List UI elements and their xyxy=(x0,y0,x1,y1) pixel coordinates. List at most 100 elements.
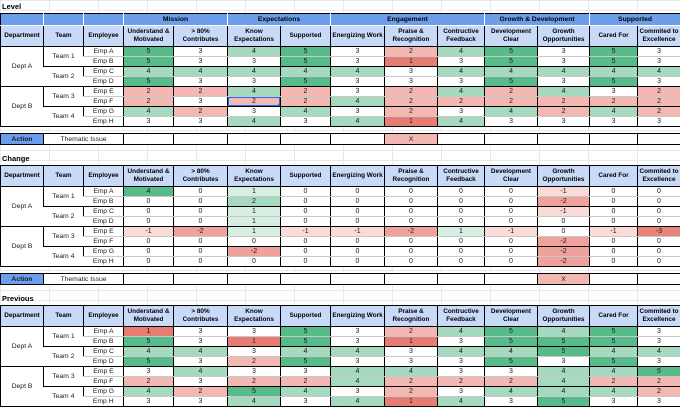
team-cell[interactable]: Team 1 xyxy=(43,46,84,67)
value-cell[interactable]: -2 xyxy=(537,196,590,207)
value-cell[interactable]: 3 xyxy=(637,336,680,347)
value-cell[interactable]: 5 xyxy=(537,346,590,357)
value-cell[interactable]: 1 xyxy=(227,186,281,197)
employee-cell[interactable]: Emp H xyxy=(83,116,124,127)
action-empty-cell[interactable] xyxy=(280,133,331,145)
value-cell[interactable]: 5 xyxy=(589,336,638,347)
value-cell[interactable]: 2 xyxy=(173,86,228,97)
dept-cell[interactable]: Dept A xyxy=(0,46,44,87)
team-cell[interactable]: Team 3 xyxy=(43,366,84,387)
employee-cell[interactable]: Emp A xyxy=(83,186,124,197)
value-cell[interactable]: 0 xyxy=(173,246,228,257)
value-cell[interactable]: 4 xyxy=(330,96,385,107)
value-cell[interactable]: 3 xyxy=(637,356,680,367)
value-cell[interactable]: 1 xyxy=(227,206,281,217)
col-header-supported[interactable]: Supported xyxy=(280,165,331,187)
value-cell[interactable]: 2 xyxy=(637,376,680,387)
value-cell[interactable]: 0 xyxy=(330,216,385,227)
value-cell[interactable]: 0 xyxy=(437,216,485,227)
value-cell[interactable]: 0 xyxy=(484,256,538,267)
value-cell[interactable]: -1 xyxy=(537,206,590,217)
employee-cell[interactable]: Emp B xyxy=(83,56,124,67)
value-cell[interactable]: -2 xyxy=(384,226,438,237)
value-cell[interactable]: 4 xyxy=(123,186,174,197)
value-cell[interactable]: 4 xyxy=(123,66,174,77)
team-cell[interactable]: Team 1 xyxy=(43,186,84,207)
col-header-know-expectations[interactable]: Know Expectations xyxy=(227,25,281,47)
value-cell[interactable]: 3 xyxy=(637,76,680,87)
level-label-cell[interactable]: Level xyxy=(2,2,22,11)
value-cell[interactable]: 4 xyxy=(637,346,680,357)
value-cell[interactable]: 0 xyxy=(637,196,680,207)
col-header-employee[interactable]: Employee xyxy=(83,165,124,187)
value-cell[interactable]: 4 xyxy=(173,66,228,77)
value-cell[interactable]: 4 xyxy=(437,346,485,357)
value-cell[interactable]: 2 xyxy=(384,86,438,97)
value-cell[interactable]: 4 xyxy=(589,106,638,117)
dept-cell[interactable]: Dept B xyxy=(0,366,44,407)
employee-cell[interactable]: Emp F xyxy=(83,376,124,387)
action-empty-cell[interactable] xyxy=(537,133,590,145)
value-cell[interactable]: 1 xyxy=(123,326,174,337)
action-empty-cell[interactable] xyxy=(437,133,485,145)
value-cell[interactable]: 0 xyxy=(589,186,638,197)
value-cell[interactable]: 3 xyxy=(173,396,228,407)
value-cell[interactable]: 4 xyxy=(227,396,281,407)
value-cell[interactable]: 5 xyxy=(280,46,331,57)
action-empty-cell[interactable] xyxy=(589,273,638,285)
value-cell[interactable]: 0 xyxy=(123,216,174,227)
value-cell[interactable]: 3 xyxy=(173,76,228,87)
value-cell[interactable]: 3 xyxy=(330,386,385,397)
value-cell[interactable]: 2 xyxy=(123,96,174,107)
change-label-cell[interactable]: Change xyxy=(2,154,30,163)
value-cell[interactable]: 2 xyxy=(637,106,680,117)
value-cell[interactable]: 0 xyxy=(589,196,638,207)
value-cell[interactable]: -2 xyxy=(173,226,228,237)
col-header-understand-motivated[interactable]: Understand & Motivated xyxy=(123,165,174,187)
value-cell[interactable]: 4 xyxy=(384,366,438,377)
group-header-mission[interactable]: Mission xyxy=(123,13,228,26)
value-cell[interactable]: 0 xyxy=(173,256,228,267)
value-cell[interactable]: 3 xyxy=(384,76,438,87)
action-empty-cell[interactable] xyxy=(330,273,385,285)
value-cell[interactable]: 0 xyxy=(330,236,385,247)
value-cell[interactable]: 2 xyxy=(637,86,680,97)
value-cell[interactable]: 0 xyxy=(280,186,331,197)
col-header-energizing-work[interactable]: Energizing Work xyxy=(330,305,385,327)
value-cell[interactable]: 0 xyxy=(437,196,485,207)
employee-cell[interactable]: Emp A xyxy=(83,46,124,57)
employee-cell[interactable]: Emp D xyxy=(83,356,124,367)
value-cell[interactable]: 2 xyxy=(227,356,281,367)
group-header-growth-development[interactable]: Growth & Development xyxy=(484,13,590,26)
value-cell[interactable]: 4 xyxy=(280,106,331,117)
col-header-team[interactable]: Team xyxy=(43,165,84,187)
value-cell[interactable]: 5 xyxy=(484,76,538,87)
value-cell[interactable]: 3 xyxy=(330,356,385,367)
employee-cell[interactable]: Emp G xyxy=(83,386,124,397)
value-cell[interactable]: 4 xyxy=(280,346,331,357)
value-cell[interactable]: 0 xyxy=(384,216,438,227)
value-cell[interactable]: 3 xyxy=(173,376,228,387)
value-cell[interactable]: 2 xyxy=(173,106,228,117)
value-cell[interactable]: 2 xyxy=(384,326,438,337)
value-cell[interactable]: 5 xyxy=(123,46,174,57)
value-cell[interactable]: 2 xyxy=(280,376,331,387)
value-cell[interactable]: 0 xyxy=(437,206,485,217)
value-cell[interactable]: 3 xyxy=(637,116,680,127)
team-cell[interactable]: Team 2 xyxy=(43,346,84,367)
value-cell[interactable]: 3 xyxy=(227,346,281,357)
value-cell[interactable]: -1 xyxy=(280,226,331,237)
value-cell[interactable]: 0 xyxy=(384,206,438,217)
value-cell[interactable]: 3 xyxy=(173,46,228,57)
action-empty-cell[interactable] xyxy=(484,273,538,285)
value-cell[interactable]: 0 xyxy=(173,236,228,247)
value-cell[interactable]: 3 xyxy=(637,396,680,407)
value-cell[interactable]: 1 xyxy=(227,216,281,227)
value-cell[interactable]: 0 xyxy=(280,196,331,207)
value-cell[interactable]: 0 xyxy=(280,246,331,257)
employee-cell[interactable]: Emp G xyxy=(83,246,124,257)
value-cell[interactable]: 3 xyxy=(436,56,485,67)
value-cell[interactable]: 3 xyxy=(384,66,438,77)
value-cell[interactable]: 5 xyxy=(589,356,638,367)
col-header-department[interactable]: Department xyxy=(0,305,44,327)
